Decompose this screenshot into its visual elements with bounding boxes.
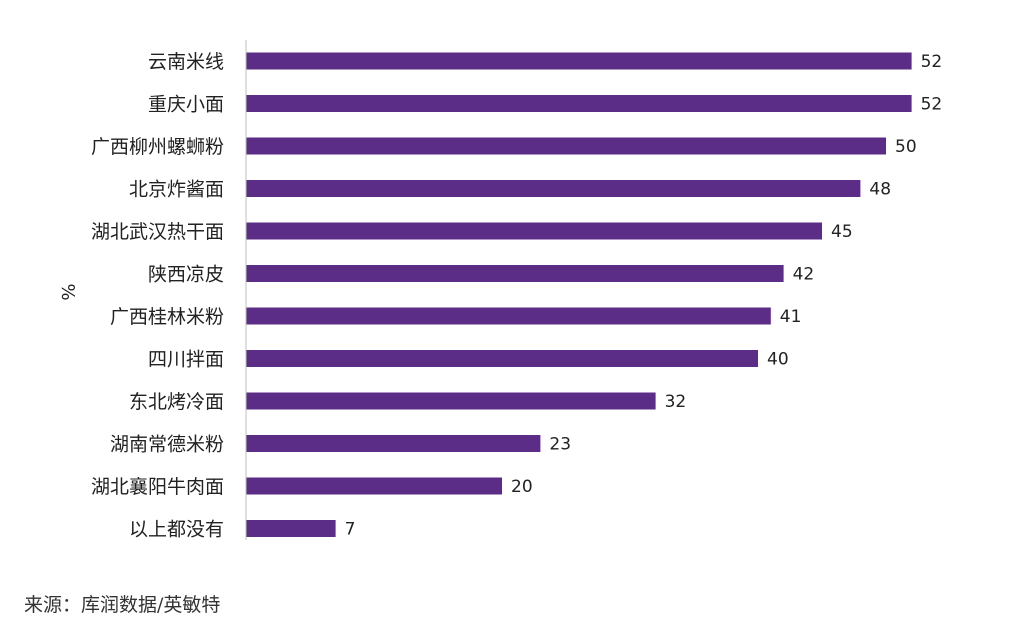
bar-value-label: 52 xyxy=(921,95,943,115)
bar xyxy=(246,222,822,240)
bar-chart: % 云南米线 52 重庆小面 52 广西柳州螺蛳粉 50 北京炸酱面 48 湖北武汉热干面 45 陕… xyxy=(57,40,942,541)
bar-value-label: 42 xyxy=(793,265,815,285)
bar-value-label: 48 xyxy=(869,180,891,200)
bar xyxy=(246,520,336,537)
category-label: 湖北襄阳牛肉面 xyxy=(91,476,224,498)
bar-value-label: 41 xyxy=(780,307,802,327)
category-label: 陕西凉皮 xyxy=(148,264,224,286)
category-label: 以上都没有 xyxy=(129,519,224,541)
bar-value-label: 40 xyxy=(767,350,789,370)
category-label: 重庆小面 xyxy=(148,94,224,116)
bar xyxy=(246,180,861,197)
bar xyxy=(246,52,912,70)
bar xyxy=(246,477,502,495)
bar-value-label: 32 xyxy=(665,392,687,412)
bar xyxy=(246,265,784,282)
bar xyxy=(246,307,771,325)
bar xyxy=(246,350,758,367)
source-note: 来源：库润数据/英敏特 xyxy=(24,594,221,616)
bar xyxy=(246,95,912,112)
bar xyxy=(246,392,656,410)
bar-value-label: 52 xyxy=(921,52,943,72)
bar xyxy=(246,435,541,452)
bar-value-label: 7 xyxy=(345,520,356,540)
category-label: 云南米线 xyxy=(148,51,224,73)
bar-value-label: 20 xyxy=(511,477,533,497)
category-label: 四川拌面 xyxy=(148,349,224,371)
bar-value-label: 50 xyxy=(895,137,917,157)
category-label: 广西桂林米粉 xyxy=(110,306,224,328)
bar-value-label: 45 xyxy=(831,222,853,242)
category-label: 广西柳州螺蛳粉 xyxy=(91,136,224,158)
bar xyxy=(246,137,886,155)
category-label: 东北烤冷面 xyxy=(129,391,224,413)
category-label: 北京炸酱面 xyxy=(129,179,224,201)
bar-value-label: 23 xyxy=(549,435,571,455)
category-label: 湖南常德米粉 xyxy=(110,434,224,456)
y-axis-title: % xyxy=(57,283,78,300)
bars-group: 云南米线 52 重庆小面 52 广西柳州螺蛳粉 50 北京炸酱面 48 湖北武汉热干面 45 陕西凉… xyxy=(91,51,942,541)
category-label: 湖北武汉热干面 xyxy=(91,221,224,243)
